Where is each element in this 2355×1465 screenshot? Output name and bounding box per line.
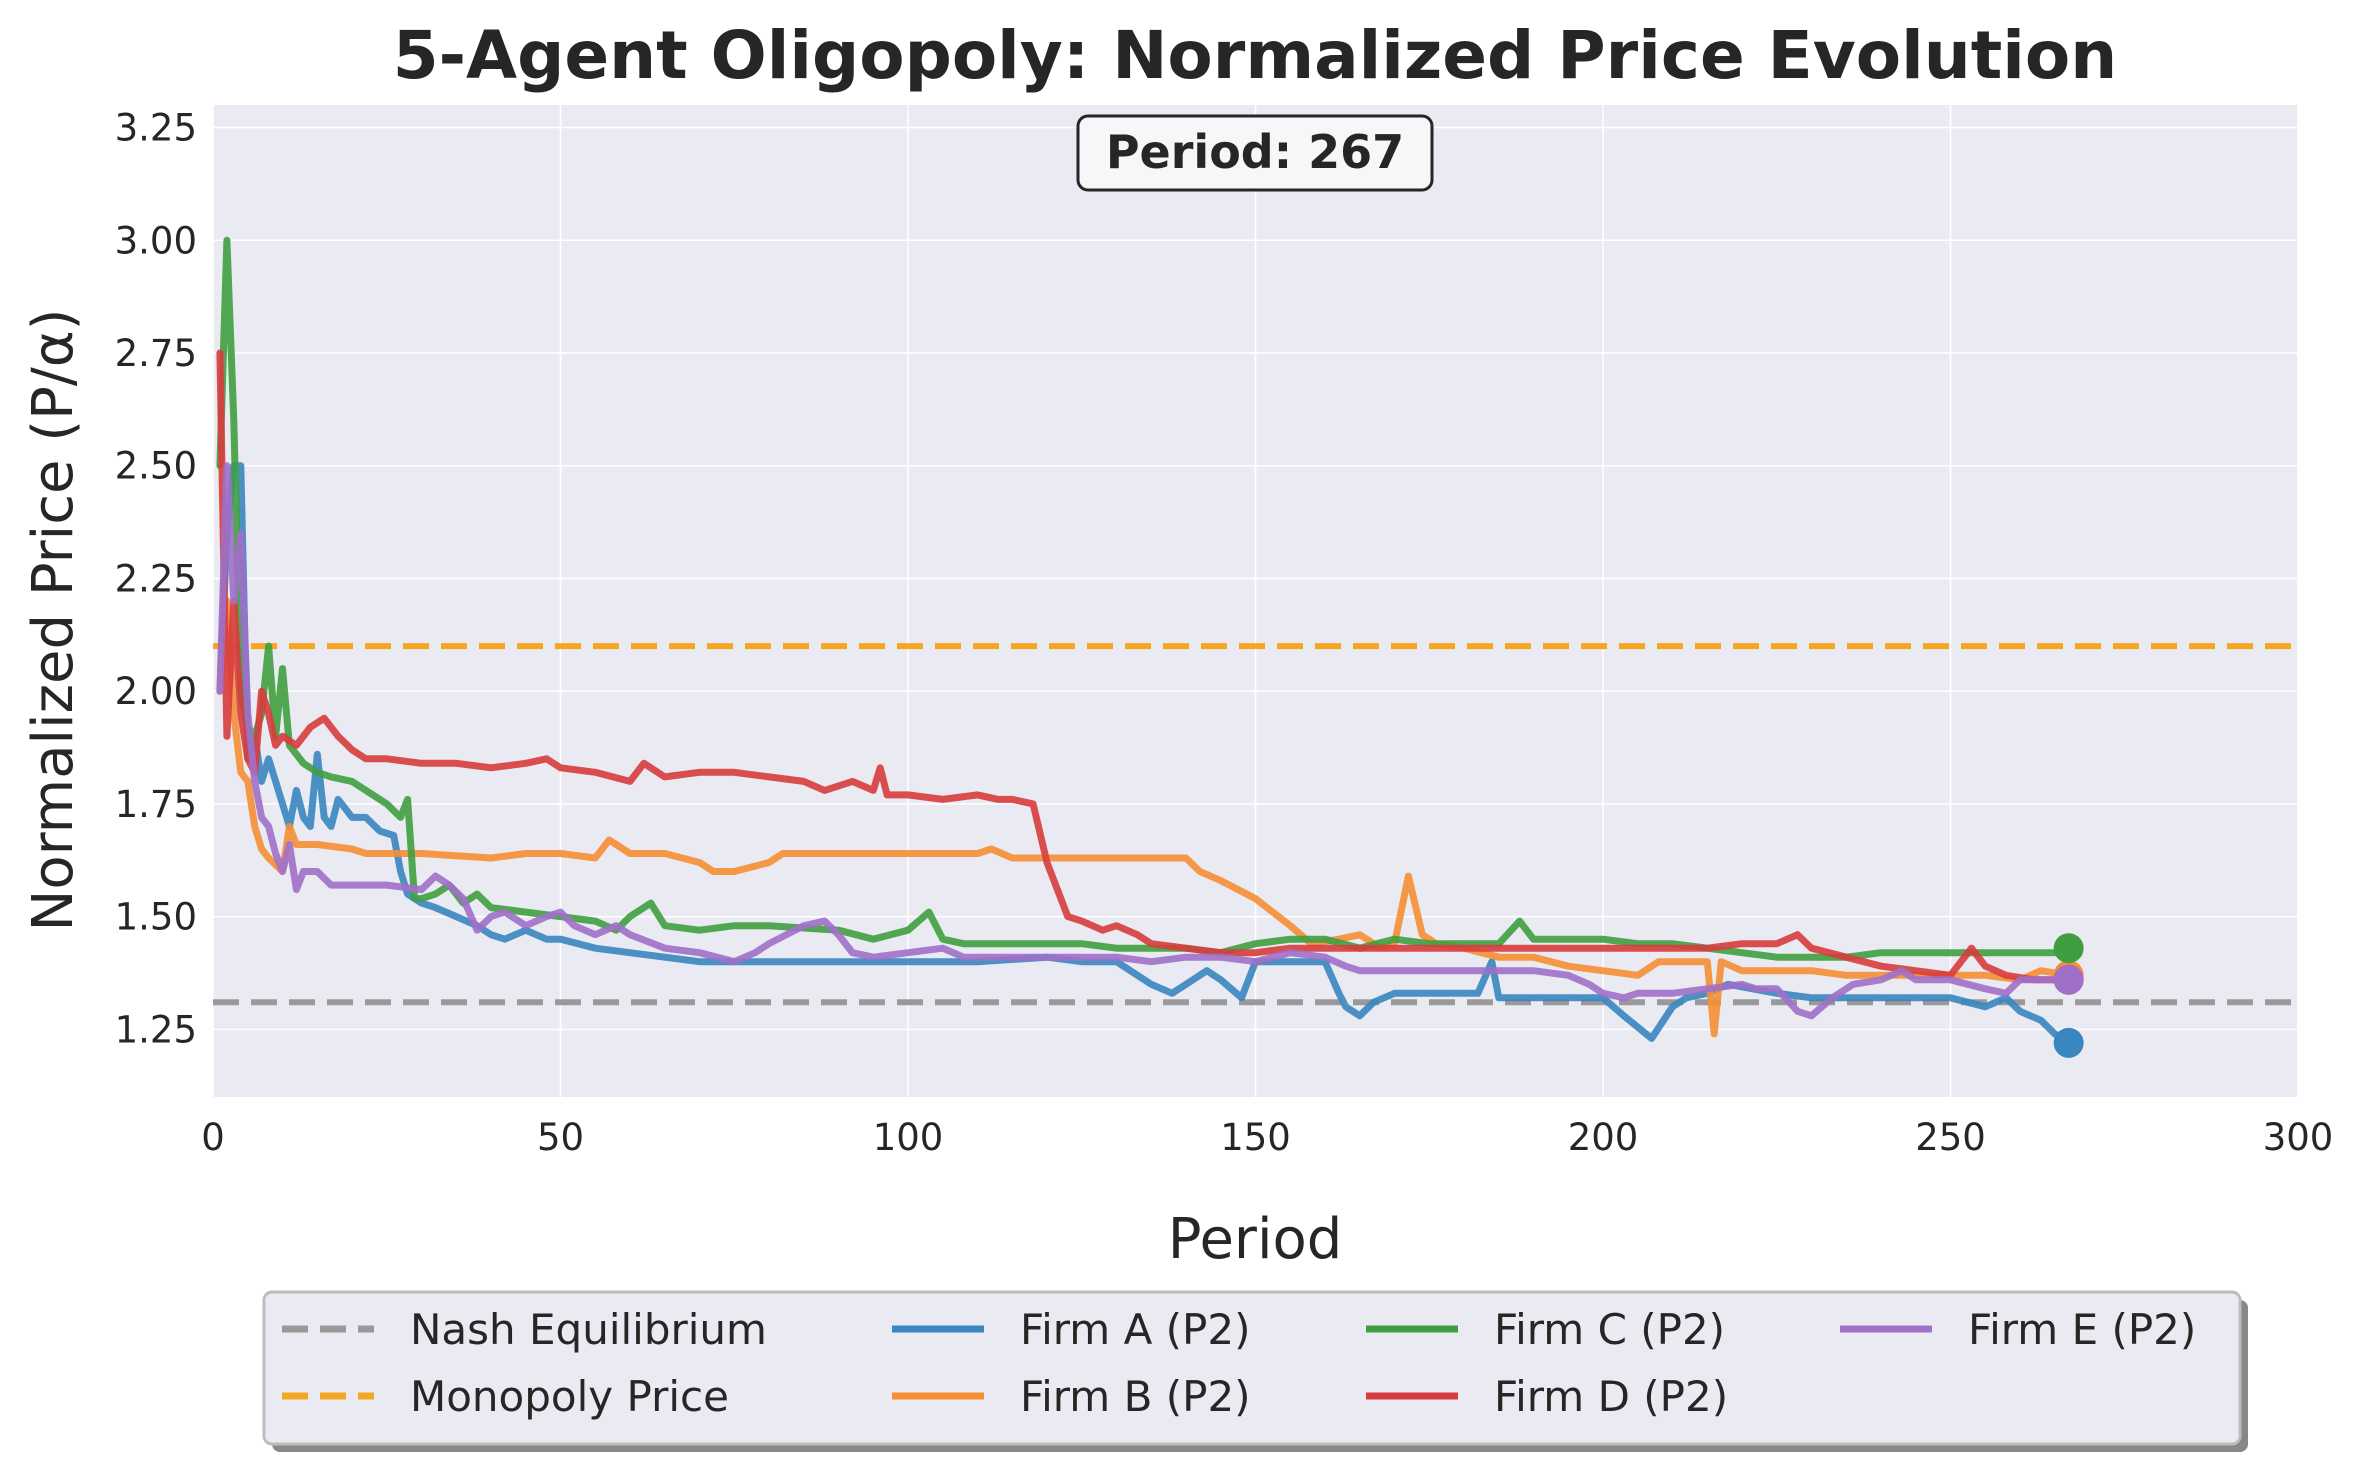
endpoint-firm-c-p2 — [2053, 933, 2084, 964]
y-tick-label: 3.25 — [115, 107, 197, 150]
x-axis-ticks: 0 50 100 150 200 250 300 — [201, 1116, 2333, 1159]
reference-lines — [213, 643, 2298, 1006]
y-tick-label: 1.75 — [115, 783, 197, 826]
legend-label: Nash Equilibrium — [410, 1305, 767, 1354]
endpoint-firm-a-p2 — [2053, 1027, 2084, 1058]
legend-item-firm-d-p2: Firm D (P2) — [1366, 1372, 1728, 1421]
legend-item-monopoly-price: Monopoly Price — [282, 1372, 729, 1421]
legend-label: Monopoly Price — [410, 1372, 729, 1421]
legend-label: Firm D (P2) — [1494, 1372, 1728, 1421]
y-tick-label: 1.50 — [115, 896, 197, 939]
period-annotation-box — [1076, 114, 1434, 192]
y-axis-ticks: 1.25 1.50 1.75 2.00 2.25 2.50 2.75 3.00 3.25 — [115, 107, 197, 1052]
legend-label: Firm A (P2) — [1020, 1305, 1250, 1354]
legend-label: Firm E (P2) — [1968, 1305, 2196, 1354]
legend-item-firm-e-p2: Firm E (P2) — [1840, 1305, 2196, 1354]
y-tick-label: 2.75 — [115, 332, 197, 375]
period-annotation-text: Period: 267 — [1106, 125, 1404, 179]
legend-item-firm-a-p2: Firm A (P2) — [892, 1305, 1250, 1354]
y-tick-label: 2.00 — [115, 670, 197, 713]
series-endpoints — [2053, 933, 2084, 1058]
legend: Nash Equilibrium Monopoly Price Firm A (P2… — [262, 1290, 2248, 1452]
y-axis-label: Normalized Price (P/α) — [21, 308, 86, 931]
legend-label: Firm B (P2) — [1020, 1372, 1251, 1421]
x-axis-label: Period — [1168, 1207, 1343, 1272]
series-lines — [216, 236, 2073, 1047]
series-line-firm-e-p2 — [216, 462, 2073, 1020]
x-tick-label: 100 — [873, 1116, 944, 1159]
y-tick-label: 1.25 — [115, 1008, 197, 1051]
period-annotation: Period: 267 — [1076, 114, 1434, 192]
series-line-firm-b-p2 — [216, 597, 2073, 1038]
x-tick-label: 300 — [2263, 1116, 2334, 1159]
legend-item-nash-equilibrium: Nash Equilibrium — [282, 1305, 767, 1354]
endpoint-firm-e-p2 — [2053, 964, 2084, 995]
y-tick-label: 3.00 — [115, 219, 197, 262]
chart-title: 5-Agent Oligopoly: Normalized Price Evol… — [393, 17, 2118, 94]
legend-item-firm-c-p2: Firm C (P2) — [1366, 1305, 1725, 1354]
series-line-firm-a-p2 — [216, 462, 2073, 1047]
legend-items: Nash Equilibrium Monopoly Price Firm A (P2… — [282, 1305, 2196, 1421]
x-tick-label: 50 — [537, 1116, 584, 1159]
y-tick-label: 2.25 — [115, 557, 197, 600]
x-tick-label: 0 — [201, 1116, 225, 1159]
x-tick-label: 250 — [1915, 1116, 1986, 1159]
legend-item-firm-b-p2: Firm B (P2) — [892, 1372, 1251, 1421]
grid-lines — [212, 105, 2299, 1097]
legend-box — [262, 1290, 2242, 1446]
x-tick-label: 200 — [1568, 1116, 1639, 1159]
x-tick-label: 150 — [1220, 1116, 1291, 1159]
y-tick-label: 2.50 — [115, 445, 197, 488]
series-line-firm-d-p2 — [216, 349, 2073, 984]
legend-label: Firm C (P2) — [1494, 1305, 1725, 1354]
